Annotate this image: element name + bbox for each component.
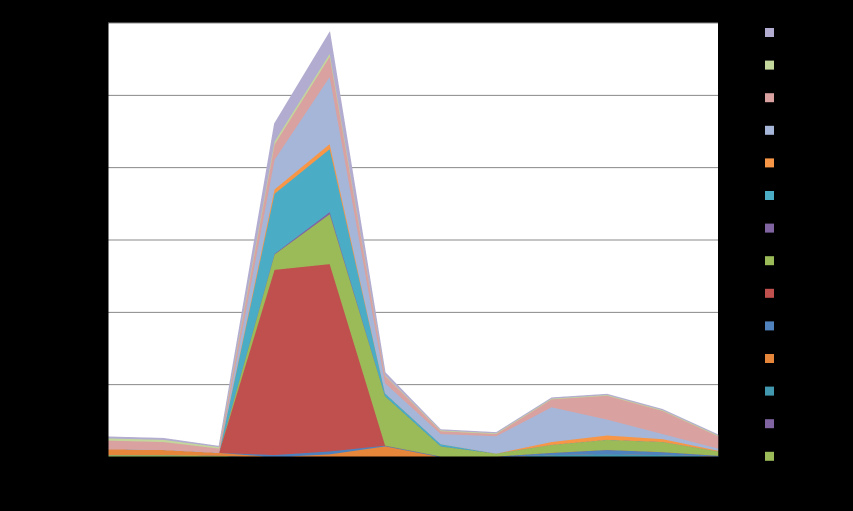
legend-swatch bbox=[765, 321, 774, 331]
legend-swatch bbox=[765, 191, 774, 200]
legend-swatch bbox=[765, 386, 774, 396]
y-tick-label: 100 bbox=[80, 377, 100, 391]
legend-swatch bbox=[765, 451, 774, 461]
legend-swatch bbox=[765, 60, 774, 70]
legend-swatch bbox=[765, 28, 774, 37]
legend-swatch bbox=[765, 288, 774, 298]
y-tick-label: 0 bbox=[93, 449, 100, 463]
y-tick-label: 600 bbox=[80, 15, 100, 29]
y-tick-label: 200 bbox=[80, 305, 100, 319]
legend-swatch bbox=[765, 158, 774, 168]
legend-swatch bbox=[765, 125, 774, 135]
legend-swatch bbox=[765, 256, 774, 266]
area bbox=[107, 30, 719, 448]
y-tick-label: 500 bbox=[80, 88, 100, 102]
legend-swatch bbox=[765, 419, 774, 429]
legend-swatch bbox=[765, 93, 774, 103]
y-tick-label: 300 bbox=[80, 232, 100, 246]
y-tick-label: 400 bbox=[80, 160, 100, 174]
legend-swatch bbox=[765, 354, 774, 363]
legend-swatch bbox=[765, 223, 774, 233]
